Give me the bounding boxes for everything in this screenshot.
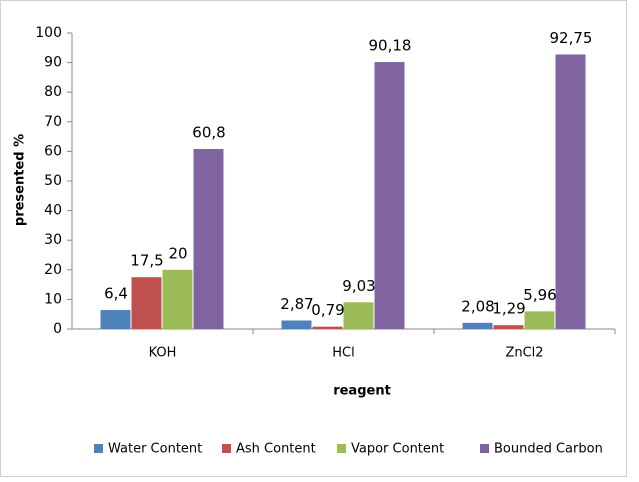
y-tick-label: 30 xyxy=(44,232,62,248)
data-label: 20 xyxy=(168,244,187,262)
bar xyxy=(555,54,586,330)
data-label: 90,18 xyxy=(369,37,412,55)
y-tick-label: 10 xyxy=(44,291,62,307)
x-tick-label: HCl xyxy=(332,346,354,361)
bar xyxy=(493,325,524,329)
bar xyxy=(312,326,343,329)
legend-label: Ash Content xyxy=(236,442,316,457)
legend-swatch xyxy=(337,444,346,453)
data-label: 1,29 xyxy=(492,300,525,318)
bar xyxy=(524,311,555,329)
y-tick-label: 100 xyxy=(35,25,62,41)
legend-label: Bounded Carbon xyxy=(494,442,603,457)
bar xyxy=(343,302,374,329)
data-label: 0,79 xyxy=(311,301,344,319)
legend-label: Water Content xyxy=(108,442,202,457)
chart-border xyxy=(0,0,627,477)
data-label: 9,03 xyxy=(342,277,375,295)
y-tick-label: 20 xyxy=(44,262,62,278)
y-tick-label: 70 xyxy=(44,114,62,130)
data-label: 60,8 xyxy=(192,124,225,142)
bar xyxy=(281,320,312,329)
data-label: 17,5 xyxy=(130,252,163,270)
legend-swatch xyxy=(94,444,103,453)
y-tick-label: 0 xyxy=(53,321,62,337)
y-axis-label: presented % xyxy=(13,134,28,226)
y-tick-label: 50 xyxy=(44,173,62,189)
bar xyxy=(100,310,131,329)
data-label: 6,4 xyxy=(104,285,128,303)
legend-swatch xyxy=(480,444,489,453)
bar xyxy=(162,269,193,329)
legend-swatch xyxy=(222,444,231,453)
x-axis-label: reagent xyxy=(333,384,391,399)
x-tick-label: KOH xyxy=(149,346,177,361)
bar xyxy=(374,62,405,329)
data-label: 5,96 xyxy=(523,286,556,304)
bar xyxy=(462,322,493,329)
data-label: 2,08 xyxy=(461,297,494,315)
y-tick-label: 80 xyxy=(44,84,62,100)
data-label: 2,87 xyxy=(280,295,313,313)
data-label: 92,75 xyxy=(550,29,593,47)
y-tick-label: 60 xyxy=(44,143,62,159)
y-tick-label: 40 xyxy=(44,203,62,219)
legend-label: Vapor Content xyxy=(351,442,444,457)
bar xyxy=(131,277,162,329)
bar xyxy=(193,149,224,329)
x-tick-label: ZnCl2 xyxy=(505,346,543,361)
y-tick-label: 90 xyxy=(44,55,62,71)
